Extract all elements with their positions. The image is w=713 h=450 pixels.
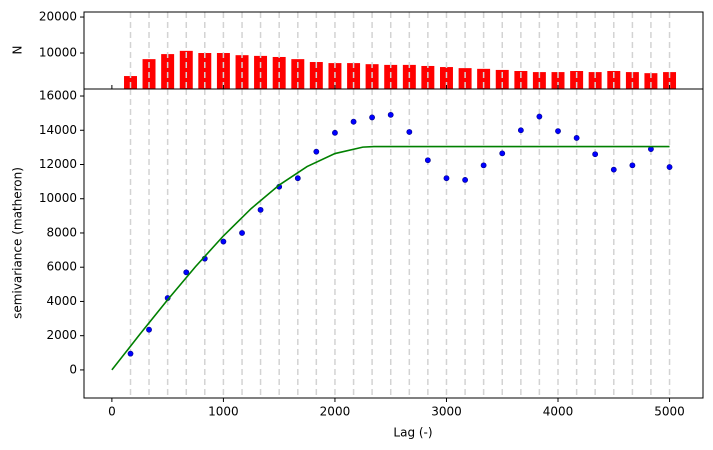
point (555, 128, 561, 135)
point (424, 157, 431, 164)
y-tick-label: 6000 (46, 260, 77, 274)
point (369, 114, 375, 121)
model-line (111, 145, 670, 371)
point (350, 118, 357, 125)
bar (644, 73, 658, 89)
bar (532, 72, 546, 89)
y-tick-label: 14000 (39, 123, 77, 137)
x-tick-label: 2000 (320, 405, 351, 419)
y-tick-label: 8000 (46, 225, 77, 239)
bar (495, 69, 509, 89)
point (332, 129, 338, 136)
point (387, 111, 394, 118)
y-tick-label: 0 (69, 362, 77, 376)
bar (570, 71, 584, 89)
point (610, 166, 617, 173)
y-axis-label: semivariance (matheron) (11, 167, 25, 319)
point (127, 350, 134, 357)
bar (663, 72, 677, 89)
point (499, 150, 506, 157)
y-tick-label: 2000 (46, 328, 77, 342)
x-tick-label: 3000 (431, 405, 462, 419)
bar (439, 67, 453, 89)
bar (588, 72, 602, 89)
bar (198, 53, 212, 89)
bar (161, 54, 175, 89)
x-tick-label: 5000 (654, 405, 685, 419)
point (257, 206, 264, 213)
y-tick-label: 4000 (46, 294, 77, 308)
y-tick-label: 10000 (39, 46, 77, 60)
bar (179, 50, 193, 89)
bar (607, 71, 621, 89)
x-tick-label: 0 (108, 405, 116, 419)
point (462, 177, 469, 183)
point (629, 162, 636, 169)
axes-frame (83, 88, 704, 399)
x-tick-label: 4000 (543, 405, 574, 419)
x-tick-label: 1000 (208, 405, 239, 419)
y-tick-label: 16000 (39, 89, 77, 103)
point (239, 230, 245, 236)
bar (625, 72, 639, 89)
point (592, 151, 599, 158)
point (146, 326, 152, 333)
bar (551, 72, 565, 89)
point (536, 113, 543, 120)
point (666, 164, 673, 170)
point (517, 127, 524, 134)
bar (216, 53, 230, 89)
point (480, 162, 487, 169)
bar (477, 68, 491, 89)
point (573, 135, 580, 141)
bar (514, 71, 528, 89)
point (443, 175, 450, 182)
point (406, 129, 413, 135)
y-axis-label: N (11, 46, 25, 55)
point (220, 238, 227, 245)
point (294, 175, 301, 182)
y-tick-label: 10000 (39, 191, 77, 205)
point (183, 269, 190, 276)
point (313, 148, 320, 155)
bar (458, 68, 472, 89)
x-axis-label: Lag (-) (393, 426, 432, 440)
y-tick-label: 12000 (39, 157, 77, 171)
y-tick-label: 20000 (39, 10, 77, 24)
